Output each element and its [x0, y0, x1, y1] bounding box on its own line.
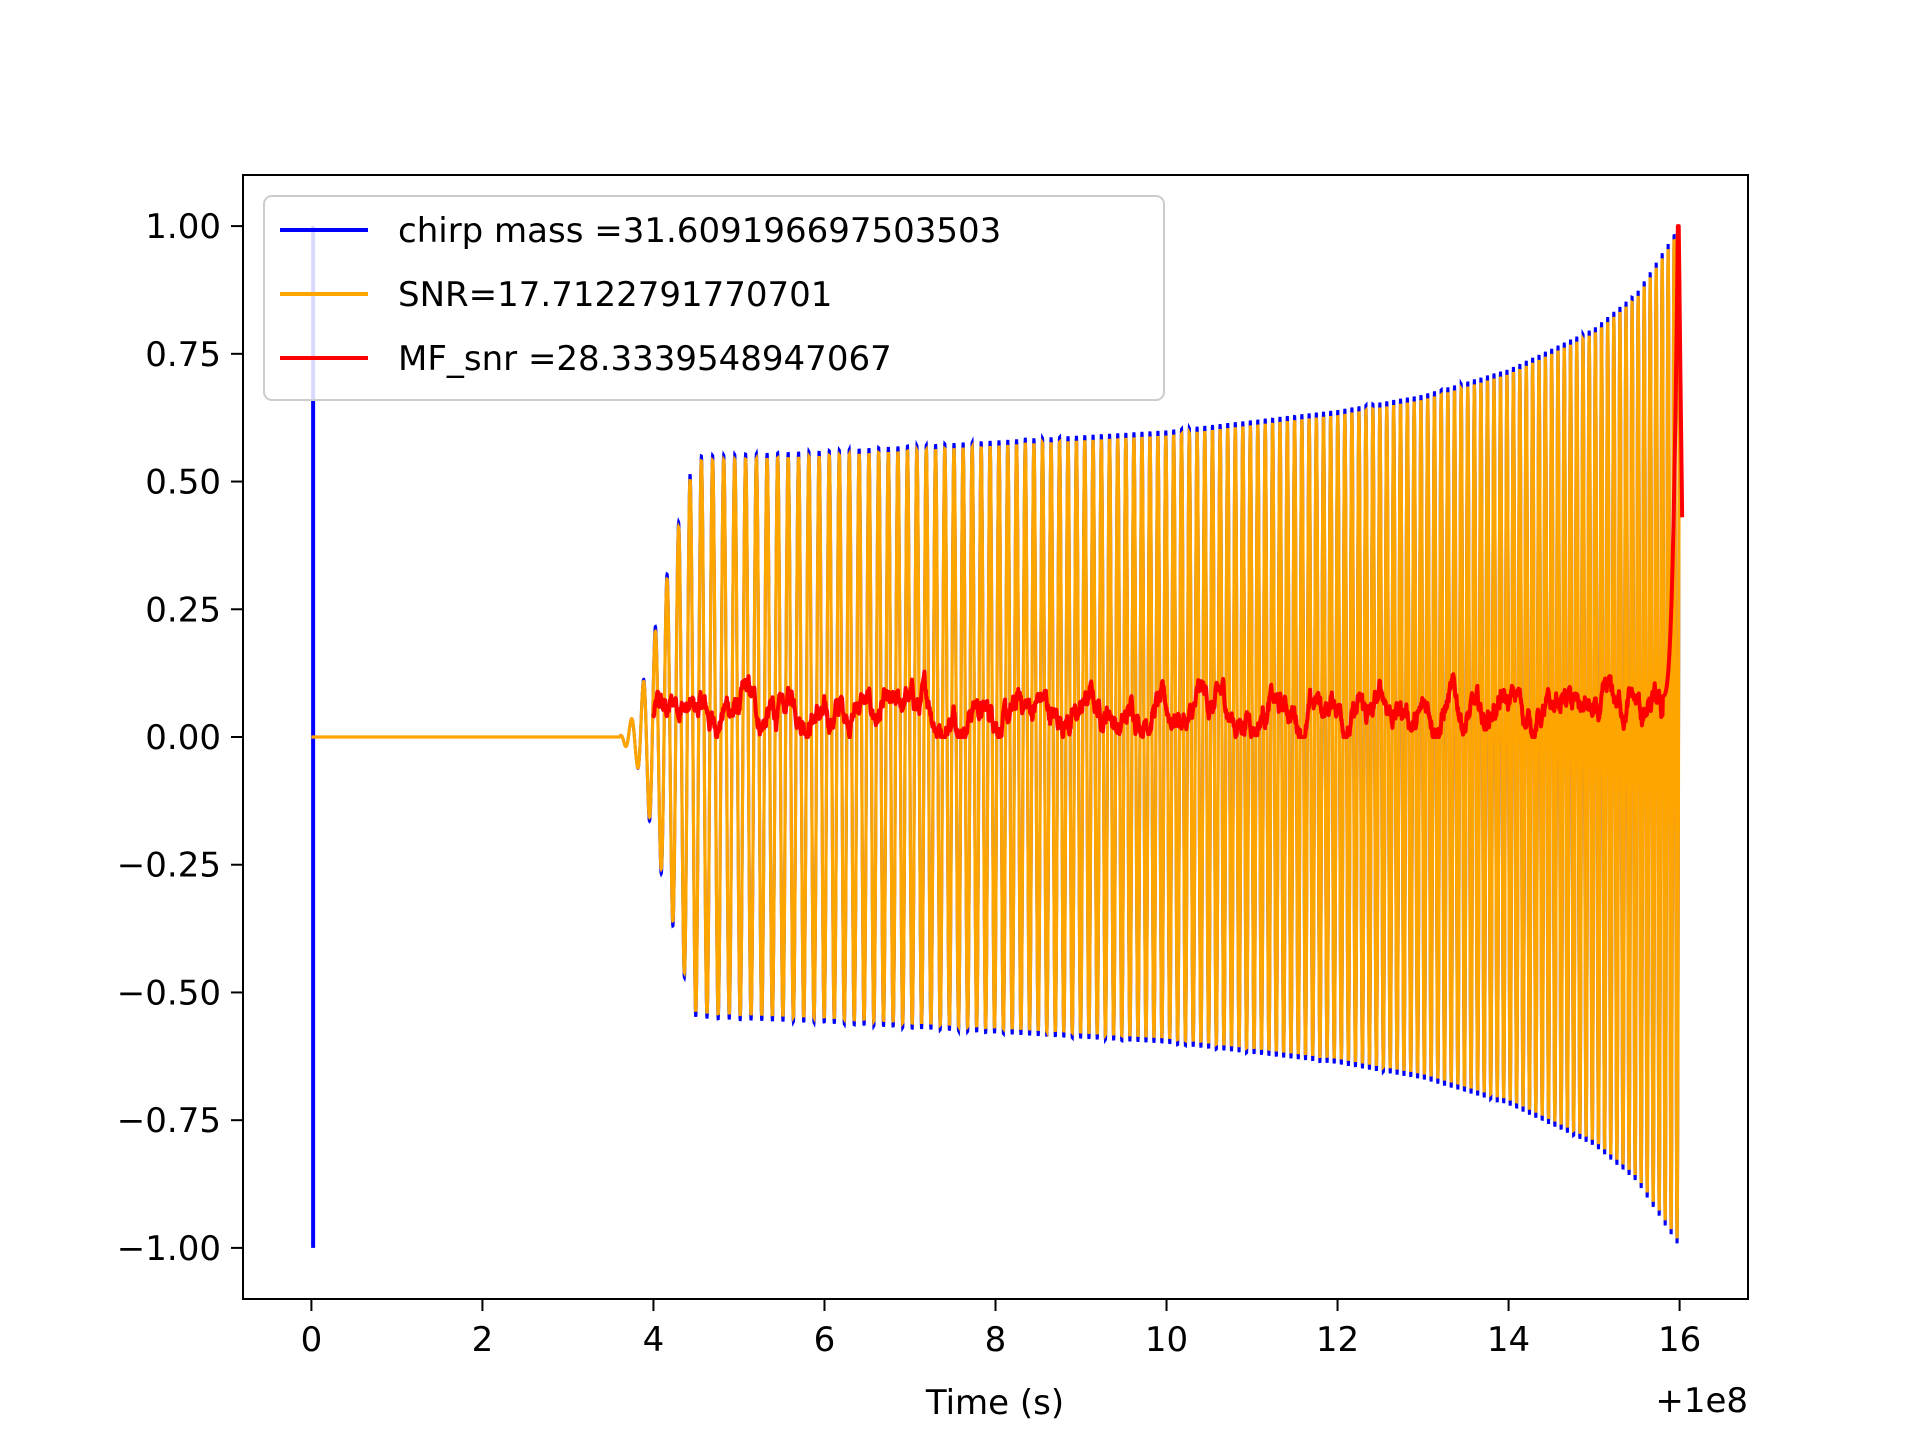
y-tick-label: −1.00 — [117, 1229, 221, 1269]
x-tick-label: 8 — [985, 1320, 1007, 1360]
y-tick-label: 0.50 — [145, 463, 221, 503]
x-tick-label: 6 — [814, 1320, 836, 1360]
x-axis-ticks: 0 2 4 6 8 10 12 14 16 — [301, 1299, 1701, 1360]
y-tick-label: −0.75 — [117, 1101, 221, 1141]
legend-label-chirp-mass: chirp mass =31.609196697503503 — [398, 211, 1001, 251]
x-tick-label: 16 — [1658, 1320, 1701, 1360]
y-tick-label: −0.25 — [117, 846, 221, 886]
y-tick-label: 0.25 — [145, 590, 221, 630]
legend: chirp mass =31.609196697503503 SNR=17.71… — [263, 195, 1165, 401]
mf-snr-trace — [651, 224, 1685, 739]
series-mf-snr-line — [651, 224, 1685, 739]
x-tick-label: 4 — [643, 1320, 665, 1360]
snr-waveform — [311, 238, 1682, 1239]
y-axis-ticks: 1.00 0.75 0.50 0.25 0.00 −0.25 −0.50 −0.75 −1.00 — [117, 207, 243, 1269]
legend-label-snr: SNR=17.7122791770701 — [398, 275, 832, 315]
legend-label-mf-snr: MF_snr =28.3339548947067 — [398, 339, 892, 379]
x-axis-label: Time (s) — [925, 1383, 1064, 1423]
x-tick-label: 2 — [472, 1320, 494, 1360]
y-tick-label: −0.50 — [117, 973, 221, 1013]
x-tick-label: 14 — [1487, 1320, 1530, 1360]
y-tick-label: 1.00 — [145, 207, 221, 247]
x-tick-label: 12 — [1316, 1320, 1359, 1360]
x-tick-label: 0 — [301, 1320, 323, 1360]
x-tick-label: 10 — [1145, 1320, 1188, 1360]
y-tick-label: 0.00 — [145, 718, 221, 758]
series-snr-line — [311, 238, 1682, 1239]
x-axis-offset-label: +1e8 — [1655, 1381, 1748, 1421]
y-tick-label: 0.75 — [145, 335, 221, 375]
legend-box — [263, 195, 1165, 401]
